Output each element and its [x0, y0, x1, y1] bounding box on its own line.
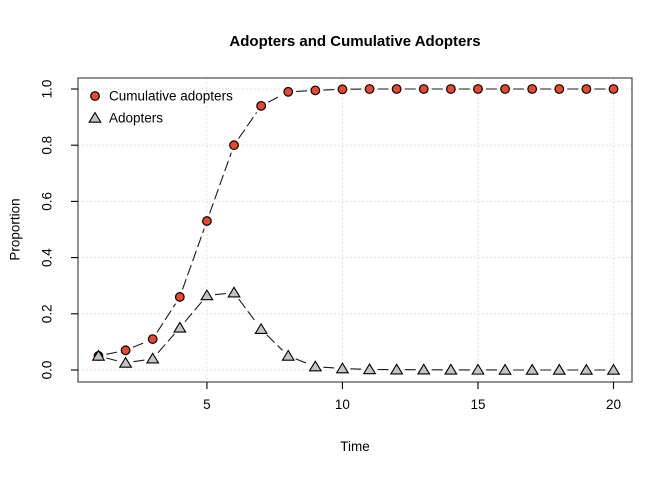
adopters-point-marker	[145, 352, 160, 364]
cumulative-point-marker	[581, 84, 592, 94]
adopters-point-marker	[91, 349, 106, 361]
cumulative-point-marker	[608, 84, 619, 94]
x-tick-label: 15	[470, 397, 485, 412]
adopters-point-marker	[173, 321, 187, 333]
adopters-point-marker	[552, 363, 567, 375]
circle-icon	[90, 91, 100, 101]
adopters-point-marker	[389, 363, 404, 375]
cumulative-point-marker	[256, 100, 267, 111]
cumulative-point-marker	[337, 84, 348, 95]
chart-title: Adopters and Cumulative Adopters	[229, 33, 481, 50]
series-cumulative-line	[106, 88, 606, 355]
adopters-point-marker	[335, 362, 350, 374]
cumulative-point-marker	[120, 345, 131, 356]
adopters-point-marker	[444, 363, 458, 375]
cumulative-point-marker	[500, 84, 510, 94]
triangle-icon	[88, 111, 102, 123]
series-adopters	[91, 286, 621, 375]
cumulative-point-marker	[229, 140, 239, 151]
y-tick-label: 0.0	[40, 361, 55, 380]
adopters-point-marker	[498, 363, 512, 375]
x-tick-label: 5	[203, 397, 211, 412]
adopters-point-marker	[416, 363, 431, 375]
cumulative-point-marker	[473, 84, 483, 94]
x-tick-label: 10	[335, 397, 350, 412]
cumulative-point-marker	[418, 84, 429, 94]
y-tick-label: 0.8	[40, 136, 55, 155]
x-axis-title: Time	[340, 439, 370, 454]
adopters-point-marker	[118, 356, 133, 368]
cumulative-point-marker	[283, 86, 294, 97]
y-axis-title: Proportion	[7, 198, 23, 261]
series-adopters-line	[106, 292, 606, 371]
series-cumulative	[93, 84, 619, 361]
legend: Cumulative adopters Adopters	[88, 89, 233, 126]
y-tick-label: 1.0	[40, 80, 55, 99]
adopters-point-marker	[281, 349, 296, 361]
adopters-point-marker	[362, 362, 377, 375]
y-tick-label: 0.6	[40, 192, 55, 211]
cumulative-point-marker	[391, 84, 402, 94]
adopters-point-marker	[200, 289, 214, 301]
cumulative-point-marker	[364, 84, 375, 94]
adopters-point-marker	[579, 363, 594, 375]
x-tick-label: 20	[606, 397, 621, 412]
adopters-point-marker	[525, 363, 539, 375]
cumulative-point-marker	[174, 292, 185, 302]
adopters-point-marker	[254, 322, 268, 335]
cumulative-point-marker	[527, 84, 538, 94]
cumulative-point-marker	[202, 216, 212, 226]
plot-box	[77, 77, 633, 383]
adopters-point-marker	[308, 360, 323, 372]
adopters-point-marker	[471, 363, 485, 375]
cumulative-point-marker	[445, 84, 456, 94]
cumulative-point-marker	[147, 334, 158, 344]
legend-label: Cumulative adopters	[109, 89, 233, 104]
y-tick-label: 0.4	[40, 248, 55, 267]
cumulative-point-marker	[310, 85, 321, 96]
cumulative-point-marker	[554, 84, 565, 94]
adopters-point-marker	[227, 286, 241, 298]
y-tick-label: 0.2	[40, 304, 55, 323]
legend-label: Adopters	[109, 111, 163, 126]
adopters-point-marker	[606, 363, 621, 375]
